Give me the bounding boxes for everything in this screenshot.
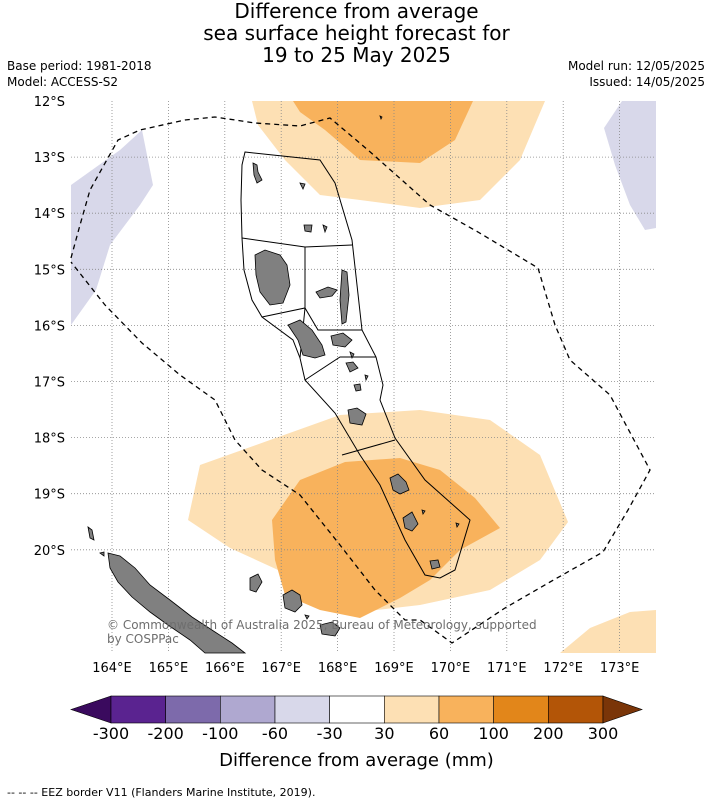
lon-label: 173°E xyxy=(600,661,640,676)
lon-label: 172°E xyxy=(543,661,583,676)
erromango-island xyxy=(389,473,410,495)
colorbar-tick-label: -300 xyxy=(92,724,130,743)
colorbar-low-extend xyxy=(70,695,112,724)
colorbar-tick-label: 30 xyxy=(374,724,395,743)
malakula-island xyxy=(287,319,326,359)
colorbar-segment xyxy=(220,695,276,724)
aneityum-island xyxy=(429,559,441,570)
lat-label: 17°S xyxy=(34,376,65,391)
tanna-island xyxy=(402,511,419,532)
lat-label: 20°S xyxy=(34,544,65,559)
colorbar-segment xyxy=(165,695,221,724)
base-period: Base period: 1981-2018 xyxy=(7,59,152,73)
lat-label: 15°S xyxy=(34,263,65,278)
colorbar-segment xyxy=(110,695,166,724)
lon-label: 164°E xyxy=(92,661,132,676)
lon-label: 168°E xyxy=(318,661,358,676)
mare-island xyxy=(319,621,341,637)
lat-label: 13°S xyxy=(34,151,65,166)
latitude-labels: 12°S 13°S 14°S 15°S 16°S 17°S 18°S 19°S 20°S xyxy=(34,95,65,559)
colorbar-tick-label: -200 xyxy=(147,724,184,743)
colorbar-tick-label: 200 xyxy=(533,724,564,743)
footer-note: -- -- -- EEZ border V11 (Flanders Marine… xyxy=(7,786,316,799)
model-run: Model run: 12/05/2025 xyxy=(567,59,705,73)
copyright-line-1: © Commonwealth of Australia 2025, Bureau… xyxy=(107,618,537,632)
colorbar-tick-label: 100 xyxy=(478,724,509,743)
title-line-3: 19 to 25 May 2025 xyxy=(262,43,451,67)
pentecost-island xyxy=(339,269,350,325)
meta-right: Model run: 12/05/2025 Issued: 14/05/2025 xyxy=(568,58,705,90)
colorbar xyxy=(70,695,643,724)
orange-anomaly-south-mid xyxy=(272,458,500,618)
lon-label: 166°E xyxy=(205,661,245,676)
colorbar-high-extend xyxy=(602,695,643,724)
colorbar-segment xyxy=(384,695,440,724)
meta-left: Base period: 1981-2018 Model: ACCESS-S2 xyxy=(7,58,152,90)
colorbar-tick-label: -100 xyxy=(202,724,239,743)
vanuatu-islands xyxy=(252,115,460,570)
lat-label: 18°S xyxy=(34,432,65,447)
colorbar-title: Difference from average (mm) xyxy=(219,750,494,771)
colorbar-segment xyxy=(493,695,549,724)
colorbar-segment xyxy=(548,695,604,724)
model-name: Model: ACCESS-S2 xyxy=(7,75,119,89)
grande-terre-island xyxy=(107,552,247,654)
lon-label: 169°E xyxy=(374,661,414,676)
colorbar-tick-label: -60 xyxy=(261,724,289,743)
copyright-line-2: by COSPPac xyxy=(107,632,179,646)
issued-date: Issued: 14/05/2025 xyxy=(589,75,705,89)
gridlines xyxy=(71,101,656,653)
eez-border xyxy=(70,116,651,644)
purple-anomaly-east xyxy=(604,101,656,230)
colorbar-segment xyxy=(274,695,330,724)
lat-label: 12°S xyxy=(34,95,65,110)
lon-label: 171°E xyxy=(487,661,527,676)
lon-label: 165°E xyxy=(149,661,189,676)
new-caledonia-islands xyxy=(87,526,341,654)
lat-label: 14°S xyxy=(34,207,65,222)
title-line-2: sea surface height forecast for xyxy=(203,21,510,45)
orange-anomaly-southeast xyxy=(560,610,656,653)
colorbar-segment xyxy=(329,695,385,724)
colorbar-segment xyxy=(438,695,494,724)
lifou-island xyxy=(282,589,303,613)
espiritu-santo-island xyxy=(254,249,291,306)
chart-title: Difference from average sea surface heig… xyxy=(0,0,713,66)
colorbar-tick-label: -30 xyxy=(316,724,343,743)
ouvea-island xyxy=(249,573,263,593)
colorbar-tick-label: 300 xyxy=(587,724,619,743)
title-line-1: Difference from average xyxy=(234,0,479,23)
ambae-island xyxy=(315,286,338,299)
longitude-labels: 164°E 165°E 166°E 167°E 168°E 169°E 170°E 171°E… xyxy=(92,661,639,676)
ambrym-island xyxy=(330,332,353,348)
lat-label: 16°S xyxy=(34,319,65,334)
lon-label: 167°E xyxy=(261,661,301,676)
lon-label: 170°E xyxy=(431,661,471,676)
efate-island xyxy=(347,407,367,426)
colorbar-tick-label: 60 xyxy=(428,724,450,743)
lat-label: 19°S xyxy=(34,488,65,503)
